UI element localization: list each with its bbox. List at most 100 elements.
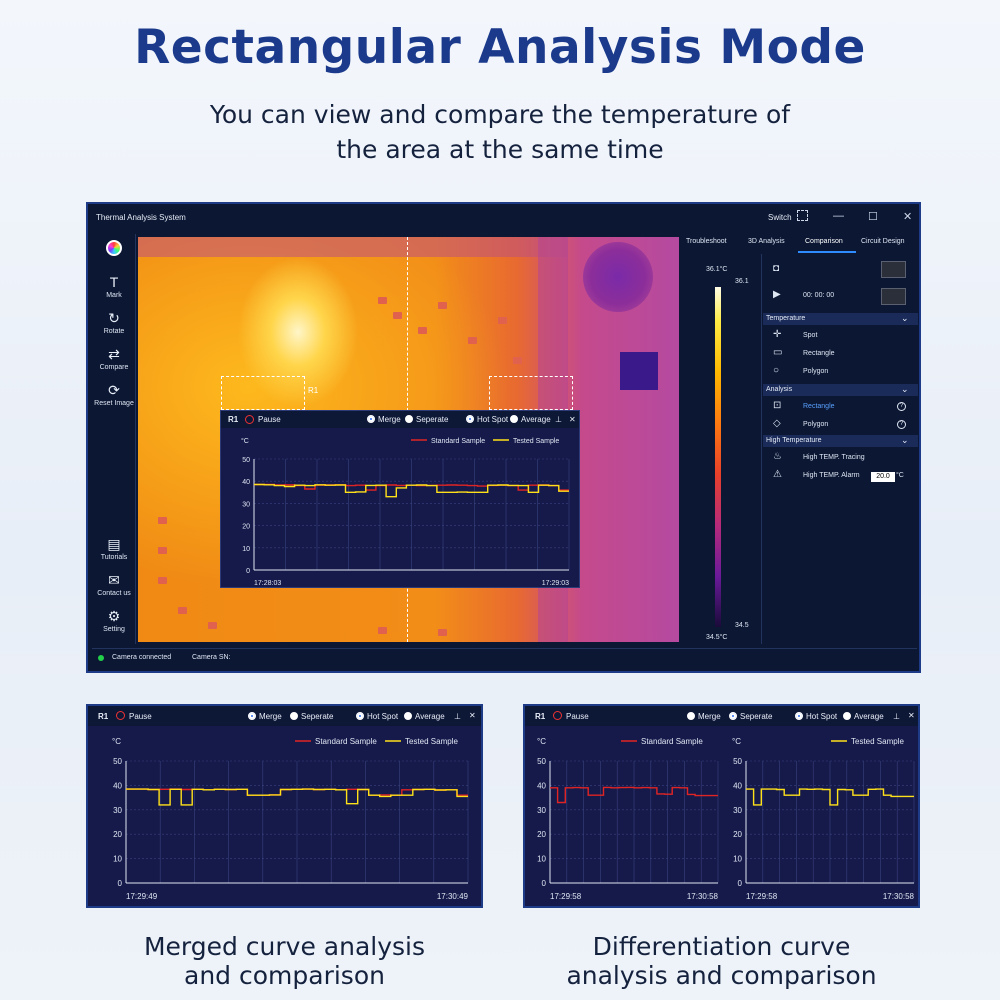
merge-radio[interactable] bbox=[687, 712, 695, 720]
alarm-threshold-input[interactable]: 20.0 bbox=[871, 472, 895, 482]
help-icon[interactable]: ? bbox=[897, 402, 906, 411]
temp-spot-item[interactable]: ✛ Spot bbox=[763, 328, 918, 344]
high-temp-alarm-label: High TEMP. Alarm bbox=[803, 472, 860, 479]
tab-3d-analysis[interactable]: 3D Analysis bbox=[748, 238, 785, 245]
reset-image-button[interactable]: ⟳ Reset Image bbox=[92, 382, 136, 407]
seperate-radio[interactable] bbox=[290, 712, 298, 720]
pcb-pad bbox=[208, 622, 217, 629]
app-window: Thermal Analysis System Switch — ☐ ✕ T M… bbox=[86, 202, 921, 673]
merge-radio[interactable] bbox=[248, 712, 256, 720]
x-start-label: 17:29:58 bbox=[550, 892, 582, 901]
pause-icon[interactable] bbox=[245, 415, 254, 424]
rotate-button[interactable]: ↻ Rotate bbox=[92, 310, 136, 335]
merge-label[interactable]: Merge bbox=[259, 712, 282, 721]
average-radio[interactable] bbox=[404, 712, 412, 720]
contact-us-button[interactable]: ✉ Contact us bbox=[92, 572, 136, 597]
hotspot-radio[interactable] bbox=[466, 415, 474, 423]
caption-separate: Differentiation curve analysis and compa… bbox=[523, 932, 920, 990]
close-icon[interactable]: ✕ bbox=[469, 711, 476, 720]
high-temp-tracing-item[interactable]: ♨ High TEMP. Tracing bbox=[763, 450, 918, 466]
mark-button[interactable]: T Mark bbox=[92, 274, 136, 299]
temp-rectangle-item[interactable]: ▭ Rectangle bbox=[763, 346, 918, 362]
seperate-label[interactable]: Seperate bbox=[301, 712, 333, 721]
temperature-section[interactable]: Temperature ⌄ bbox=[763, 313, 918, 325]
palette-button[interactable] bbox=[92, 240, 136, 260]
pause-button[interactable]: Pause bbox=[129, 712, 152, 721]
hotspot-label[interactable]: Hot Spot bbox=[806, 712, 837, 721]
caption-merged-line-2: and comparison bbox=[86, 961, 483, 990]
hotspot-label[interactable]: Hot Spot bbox=[477, 415, 508, 424]
pin-icon[interactable]: ⊥ bbox=[555, 415, 562, 424]
panel-header: R1 Pause Merge Seperate Hot Spot Average… bbox=[88, 706, 481, 726]
help-icon[interactable]: ? bbox=[897, 420, 906, 429]
pcb-pad bbox=[393, 312, 402, 319]
analysis-polygon-item[interactable]: ◇ Polygon ? bbox=[763, 417, 918, 433]
mark-label: Mark bbox=[106, 292, 122, 299]
rectangle-region-r1[interactable] bbox=[221, 376, 305, 410]
setting-button[interactable]: ⚙ Setting bbox=[92, 608, 136, 633]
chevron-down-icon[interactable]: ⌄ bbox=[901, 384, 909, 395]
merged-curve-panel: R1 Pause Merge Seperate Hot Spot Average… bbox=[86, 704, 483, 908]
high-temp-alarm-item[interactable]: ⚠ High TEMP. Alarm 20.0 °C bbox=[763, 468, 918, 484]
color-wheel-icon[interactable] bbox=[106, 240, 122, 256]
close-button[interactable]: ✕ bbox=[903, 210, 912, 223]
merge-label[interactable]: Merge bbox=[378, 415, 401, 424]
pcb-pad bbox=[468, 337, 477, 344]
component-hotspot bbox=[583, 242, 653, 312]
tab-troubleshoot[interactable]: Troubleshoot bbox=[686, 238, 727, 245]
region-name: R1 bbox=[98, 712, 108, 721]
pause-icon[interactable] bbox=[553, 711, 562, 720]
analysis-rectangle-item[interactable]: ⊡ Rectangle ? bbox=[763, 399, 918, 415]
maximize-button[interactable]: ☐ bbox=[868, 210, 878, 223]
y-tick-label: 30 bbox=[242, 501, 250, 508]
page-subtitle: You can view and compare the temperature… bbox=[200, 97, 800, 167]
seperate-radio[interactable] bbox=[405, 415, 413, 423]
switch-icon[interactable] bbox=[797, 210, 808, 221]
rectangle-region[interactable] bbox=[489, 376, 573, 410]
polygon-thermometer-icon: ○ bbox=[773, 365, 779, 376]
average-label[interactable]: Average bbox=[521, 415, 551, 424]
subtitle-line-2: the area at the same time bbox=[200, 132, 800, 167]
close-icon[interactable]: ✕ bbox=[908, 711, 915, 720]
chevron-down-icon[interactable]: ⌄ bbox=[901, 313, 909, 324]
tracing-thermometer-icon: ♨ bbox=[773, 451, 782, 462]
video-icon[interactable]: ▶ bbox=[773, 289, 781, 300]
tab-comparison[interactable]: Comparison bbox=[805, 238, 843, 245]
hotspot-radio[interactable] bbox=[795, 712, 803, 720]
pause-button[interactable]: Pause bbox=[566, 712, 589, 721]
legend-standard: Standard Sample bbox=[641, 737, 703, 746]
hotspot-label[interactable]: Hot Spot bbox=[367, 712, 398, 721]
switch-label[interactable]: Switch bbox=[768, 213, 792, 222]
compare-button[interactable]: ⇄ Compare bbox=[92, 346, 136, 371]
spot-thermometer-icon: ✛ bbox=[773, 329, 781, 340]
average-label[interactable]: Average bbox=[415, 712, 445, 721]
color-scale-bar[interactable] bbox=[715, 287, 721, 627]
tutorials-button[interactable]: ▤ Tutorials bbox=[92, 536, 136, 561]
x-start-label: 17:29:49 bbox=[126, 892, 158, 901]
analysis-section[interactable]: Analysis ⌄ bbox=[763, 384, 918, 396]
minimize-button[interactable]: — bbox=[833, 210, 844, 222]
tab-circuit-design[interactable]: Circuit Design bbox=[861, 238, 905, 245]
seperate-label[interactable]: Seperate bbox=[740, 712, 772, 721]
component-chip bbox=[620, 352, 658, 390]
average-radio[interactable] bbox=[510, 415, 518, 423]
average-radio[interactable] bbox=[843, 712, 851, 720]
chevron-down-icon[interactable]: ⌄ bbox=[901, 435, 909, 446]
hotspot-radio[interactable] bbox=[356, 712, 364, 720]
pin-icon[interactable]: ⊥ bbox=[893, 712, 900, 721]
seperate-label[interactable]: Seperate bbox=[416, 415, 448, 424]
pause-icon[interactable] bbox=[116, 711, 125, 720]
x-start-label: 17:29:58 bbox=[746, 892, 778, 901]
close-icon[interactable]: ✕ bbox=[569, 415, 576, 424]
pin-icon[interactable]: ⊥ bbox=[454, 712, 461, 721]
seperate-radio[interactable] bbox=[729, 712, 737, 720]
pause-button[interactable]: Pause bbox=[258, 415, 281, 424]
high-temperature-section[interactable]: High Temperature ⌄ bbox=[763, 435, 918, 447]
camera-icon[interactable]: ◘ bbox=[773, 263, 779, 274]
high-temperature-section-label: High Temperature bbox=[766, 437, 822, 444]
merge-radio[interactable] bbox=[367, 415, 375, 423]
temp-polygon-item[interactable]: ○ Polygon bbox=[763, 364, 918, 380]
pcb-pad bbox=[378, 627, 387, 634]
average-label[interactable]: Average bbox=[854, 712, 884, 721]
merge-label[interactable]: Merge bbox=[698, 712, 721, 721]
